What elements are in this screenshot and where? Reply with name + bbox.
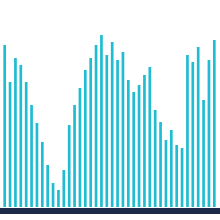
bar xyxy=(84,70,87,207)
bar xyxy=(79,88,82,207)
bar xyxy=(175,145,178,207)
bar xyxy=(73,105,76,207)
bar xyxy=(170,130,173,207)
bar xyxy=(191,62,194,207)
baseline xyxy=(0,208,220,214)
bar xyxy=(208,60,211,207)
bar xyxy=(25,82,28,207)
bar xyxy=(52,183,55,207)
bar xyxy=(213,40,216,207)
bar xyxy=(68,125,71,207)
bar xyxy=(181,148,184,207)
bar xyxy=(143,75,146,207)
bar xyxy=(148,67,151,207)
bar xyxy=(14,58,17,207)
chart-container xyxy=(0,0,220,220)
bar xyxy=(197,47,200,207)
bar xyxy=(100,35,103,207)
chart-svg xyxy=(0,0,220,220)
bar xyxy=(132,92,135,207)
bar xyxy=(154,110,157,207)
bar xyxy=(122,52,125,207)
bar xyxy=(19,65,22,207)
bar xyxy=(3,45,6,207)
bar xyxy=(62,170,65,207)
bar xyxy=(202,100,205,207)
bar xyxy=(159,122,162,207)
bars xyxy=(3,35,215,207)
bar xyxy=(165,140,168,207)
bar xyxy=(30,105,33,207)
bar xyxy=(111,42,114,207)
bar xyxy=(138,85,141,207)
bar xyxy=(89,58,92,207)
bar xyxy=(95,45,98,207)
bar xyxy=(57,190,60,207)
bar xyxy=(9,82,12,207)
bar xyxy=(105,55,108,207)
bar xyxy=(186,55,189,207)
bar xyxy=(41,142,44,207)
bar xyxy=(46,165,49,207)
bar xyxy=(116,60,119,207)
bar xyxy=(36,123,39,207)
bar xyxy=(127,80,130,207)
